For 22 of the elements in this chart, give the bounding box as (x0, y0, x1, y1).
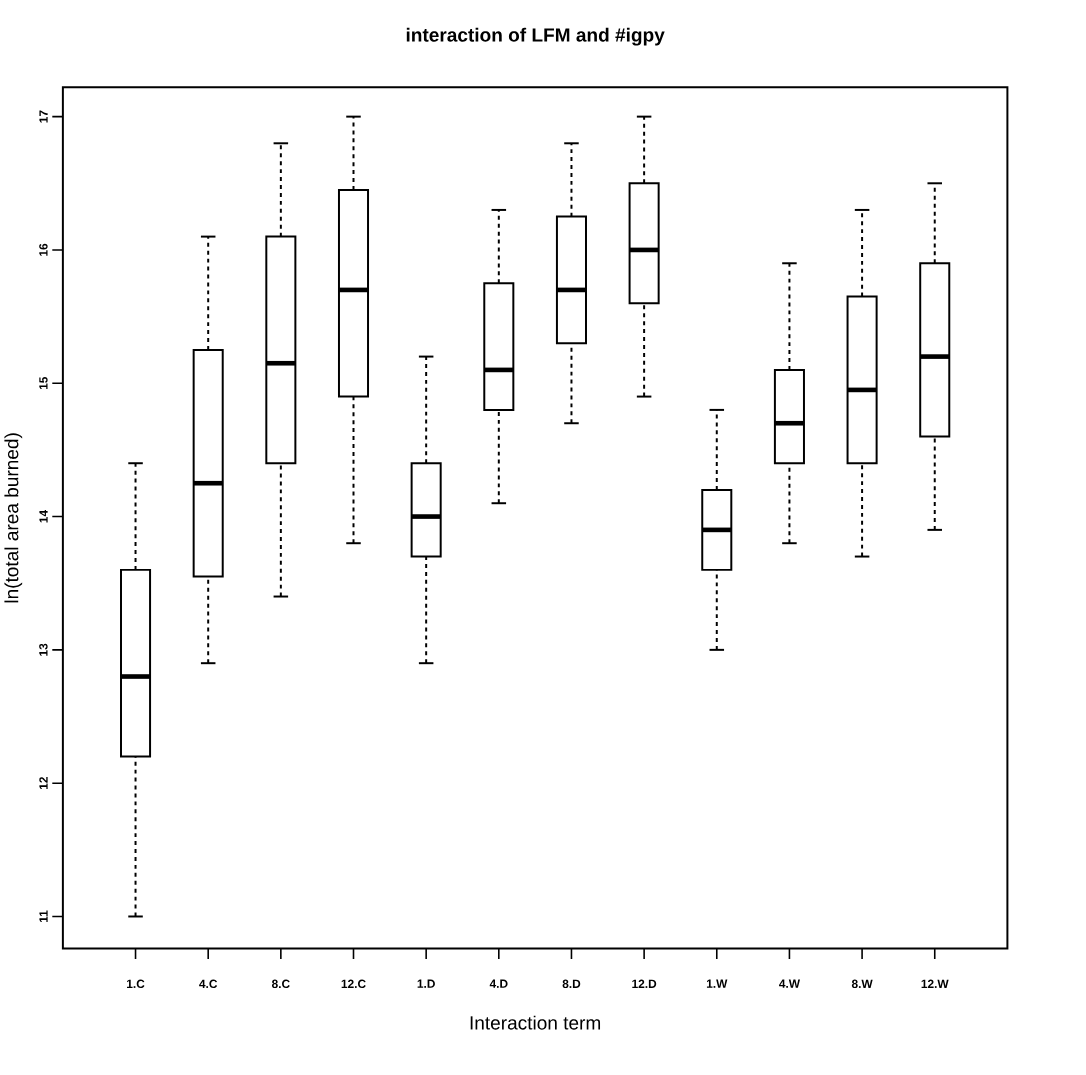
y-tick-label: 11 (39, 910, 48, 922)
x-tick-label: 12.D (632, 979, 657, 988)
y-axis-title: ln(total area burned) (4, 433, 23, 603)
y-tick-label: 16 (39, 243, 48, 256)
x-tick-label: 1.D (417, 979, 435, 988)
x-tick-label: 12.W (921, 979, 949, 988)
y-tick-label: 12 (39, 776, 48, 789)
chart-title: interaction of LFM and #igpy (406, 27, 665, 46)
y-tick-label: 17 (39, 110, 48, 123)
x-tick-label: 4.C (199, 979, 218, 988)
y-tick-label: 14 (39, 509, 48, 523)
x-tick-label: 4.D (489, 979, 508, 988)
x-axis-title: Interaction term (470, 1015, 601, 1030)
x-tick-label: 1.W (706, 979, 728, 988)
x-tick-label: 4.W (779, 979, 800, 988)
x-tick-label: 8.C (271, 979, 290, 988)
x-tick-label: 12.C (341, 979, 366, 988)
x-tick-label: 8.D (562, 979, 581, 988)
y-tick-label: 15 (39, 376, 48, 389)
x-tick-label: 1.C (127, 979, 145, 988)
y-tick-label: 13 (39, 643, 48, 656)
x-tick-label: 8.W (851, 979, 873, 988)
